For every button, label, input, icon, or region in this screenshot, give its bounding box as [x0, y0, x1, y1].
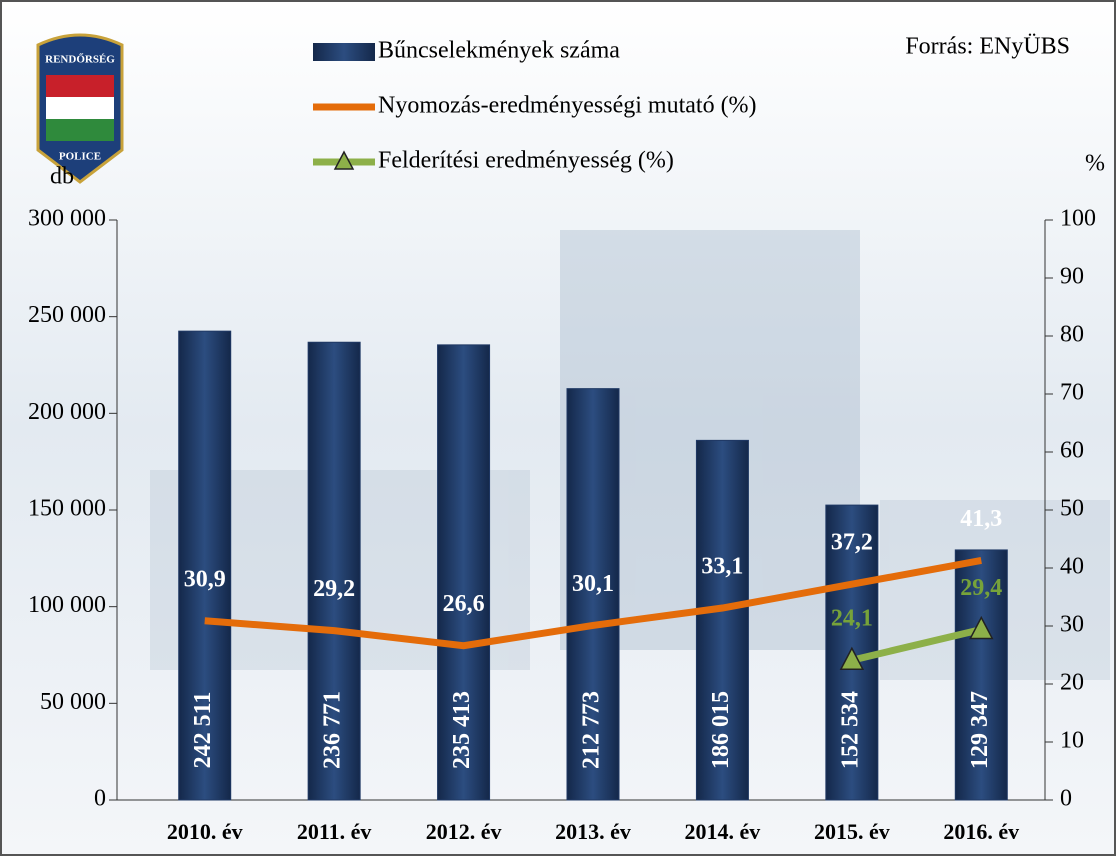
line-value-label: 29,4: [960, 575, 1002, 601]
legend-label: Bűncselekmények száma: [378, 38, 620, 64]
marker: [969, 615, 994, 640]
bar-value-label: 186 015: [708, 691, 734, 769]
bar: [307, 341, 361, 801]
bar-value-label: 129 347: [967, 691, 993, 769]
logo-bottom: POLICE: [59, 151, 101, 163]
legend-label: Felderítési eredményesség (%): [378, 148, 674, 174]
bar: [437, 344, 491, 801]
y2-tick-label: 30: [1060, 612, 1084, 638]
y2-tick-label: 20: [1060, 670, 1084, 696]
logo: RENDŐRSÉG POLICE: [36, 33, 124, 184]
line-value-label: 29,2: [313, 576, 355, 602]
legend-marker: [333, 150, 355, 170]
x-tick-label: 2010. év: [167, 819, 243, 844]
y2-tick-label: 70: [1060, 380, 1084, 406]
bar: [695, 439, 749, 801]
x-tick-label: 2016. év: [943, 819, 1019, 844]
bar-value-label: 235 413: [449, 691, 475, 769]
line-value-label: 26,6: [443, 591, 485, 617]
line-value-label: 41,3: [960, 506, 1002, 532]
y-tick-label: 0: [94, 786, 106, 812]
y2-tick-label: 10: [1060, 728, 1084, 754]
x-tick-label: 2012. év: [426, 819, 502, 844]
line-value-label: 24,1: [831, 606, 873, 632]
y-tick-label: 300 000: [28, 206, 106, 232]
y2-tick-label: 0: [1060, 786, 1072, 812]
y2-tick-label: 80: [1060, 322, 1084, 348]
logo-top: RENDŐRSÉG: [45, 54, 115, 66]
x-tick-label: 2013. év: [555, 819, 631, 844]
y-tick-label: 200 000: [28, 399, 106, 425]
x-tick-label: 2015. év: [814, 819, 890, 844]
bar-value-label: 242 511: [190, 692, 216, 769]
marker: [839, 646, 865, 670]
y2-tick-label: 100: [1060, 206, 1096, 232]
y-axis-label: db: [50, 164, 74, 190]
y-tick-label: 250 000: [28, 302, 106, 328]
y-tick-label: 100 000: [28, 592, 106, 618]
legend-label: Nyomozás-eredményességi mutató (%): [378, 93, 757, 119]
legend-item: Bűncselekmények száma: [313, 38, 620, 64]
y2-tick-label: 50: [1060, 496, 1084, 522]
source: Forrás: ENyÜBS: [905, 34, 1070, 60]
legend-item: Nyomozás-eredményességi mutató (%): [313, 93, 757, 119]
x-tick-label: 2011. év: [297, 819, 372, 844]
legend-swatch: [313, 43, 375, 61]
bar: [566, 388, 620, 801]
bar-value-label: 152 534: [837, 691, 863, 769]
y2-axis-label: %: [1085, 151, 1105, 177]
legend-item: Felderítési eredményesség (%): [313, 148, 674, 174]
y2-tick-label: 90: [1060, 264, 1084, 290]
line: [204, 557, 982, 650]
y2-tick-label: 40: [1060, 554, 1084, 580]
line-value-label: 30,9: [184, 566, 226, 592]
line-value-label: 33,1: [701, 554, 743, 580]
line: [851, 626, 983, 664]
line-value-label: 37,2: [831, 530, 873, 556]
bar: [954, 549, 1008, 801]
y2-tick-label: 60: [1060, 438, 1084, 464]
line-value-label: 30,1: [572, 571, 614, 597]
x-tick-label: 2014. év: [685, 819, 761, 844]
bar-value-label: 212 773: [579, 691, 605, 769]
bar: [178, 330, 232, 801]
bar-value-label: 236 771: [320, 691, 346, 769]
y-tick-label: 150 000: [28, 496, 106, 522]
y-tick-label: 50 000: [40, 689, 106, 715]
